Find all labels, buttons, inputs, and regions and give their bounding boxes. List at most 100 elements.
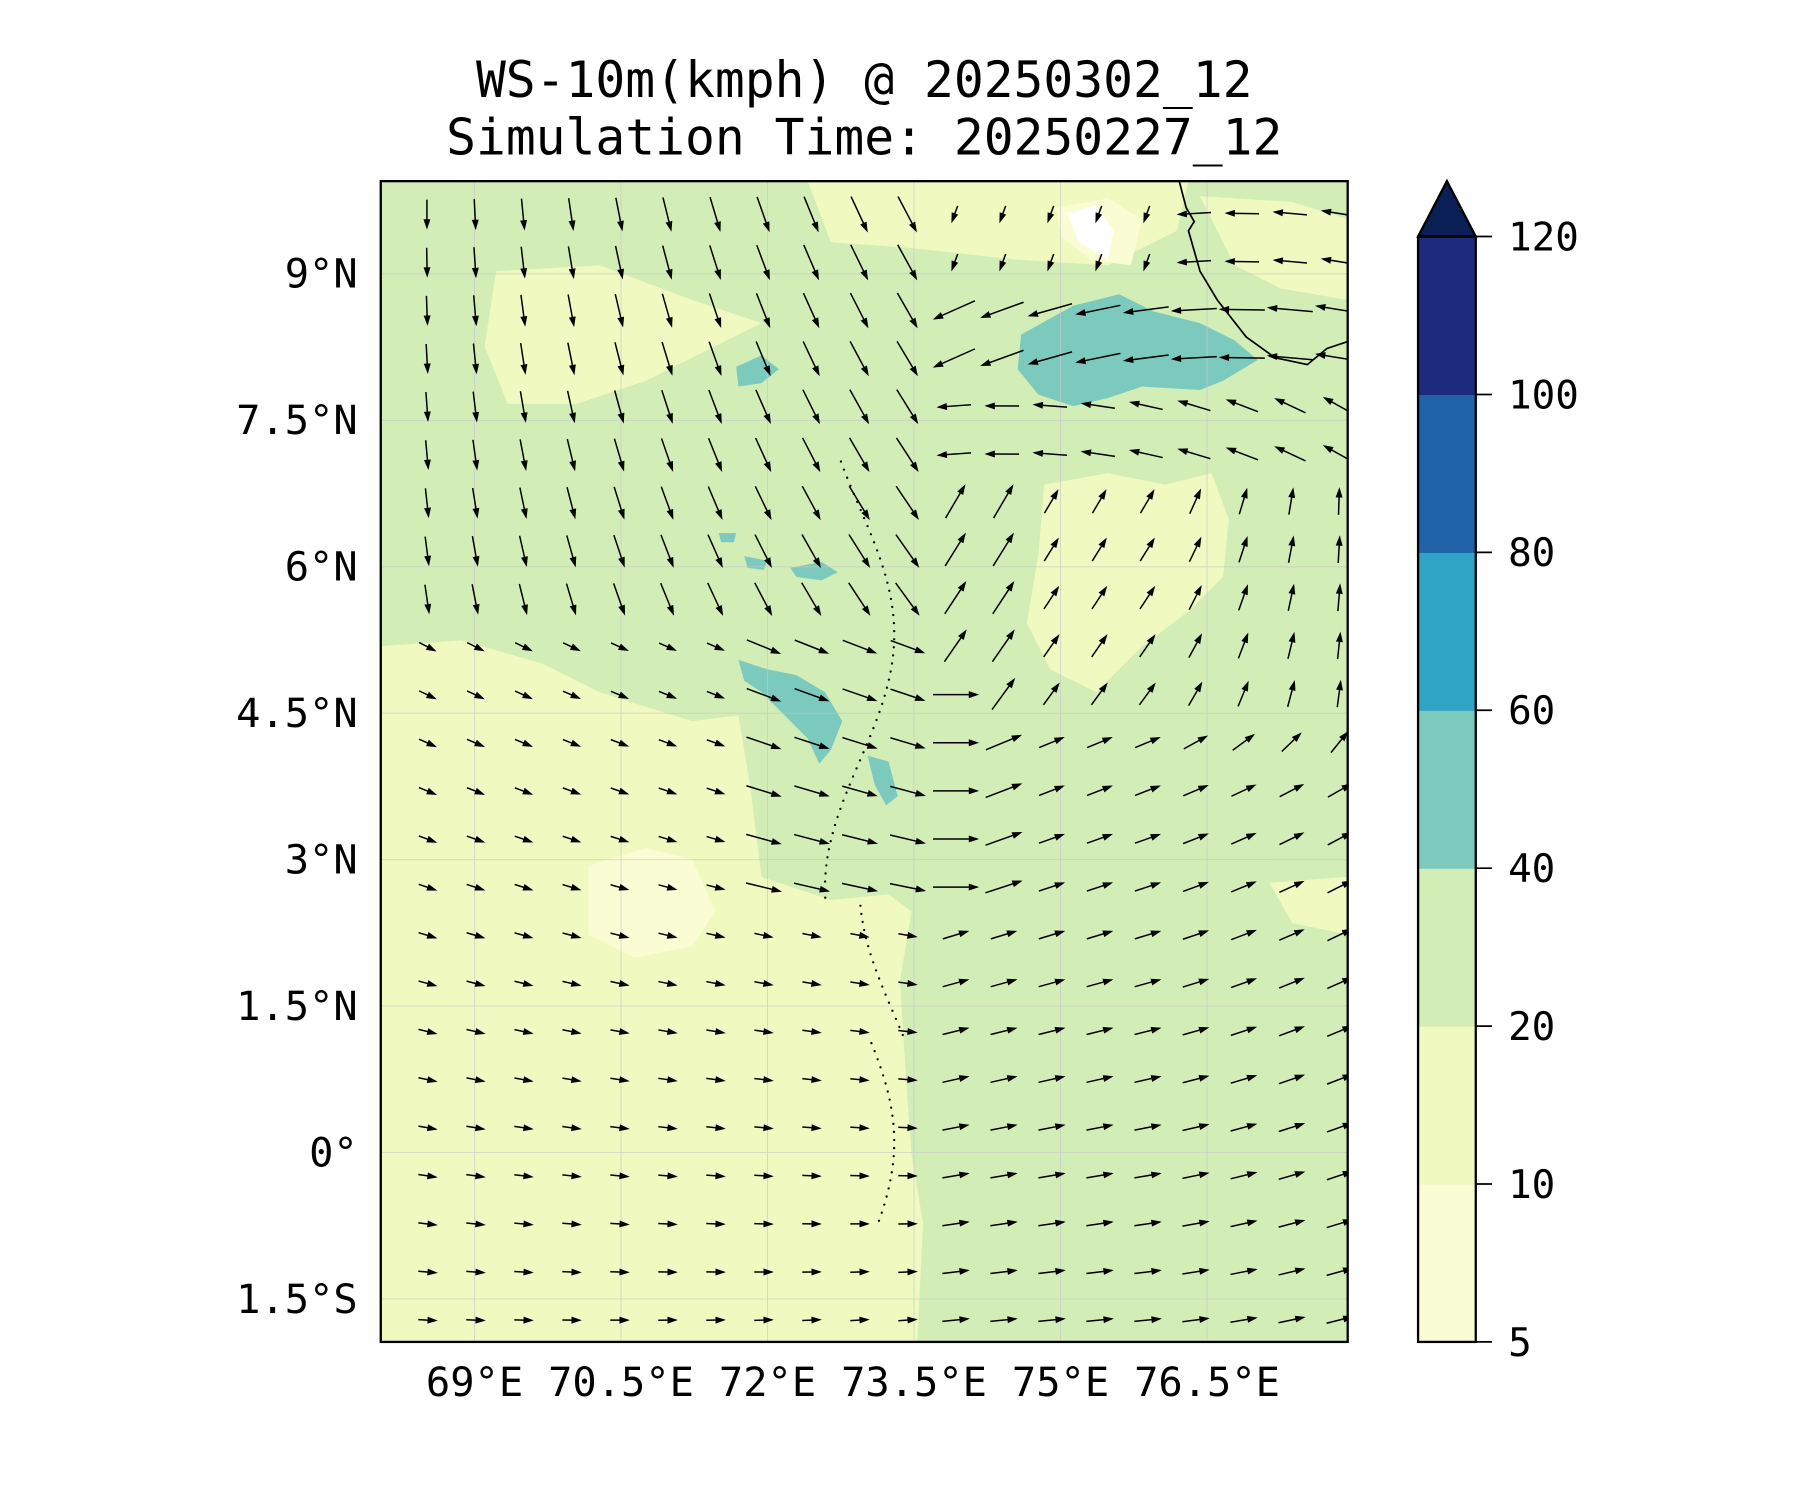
wind-arrow [841, 882, 879, 893]
wind-arrow [1182, 784, 1209, 797]
wind-arrow [466, 1316, 486, 1324]
wind-arrow [793, 882, 831, 893]
wind-arrow [706, 1220, 726, 1228]
atoll-dot [892, 621, 896, 625]
wind-arrow [850, 931, 870, 939]
wind-arrow [706, 883, 726, 891]
wind-arrow [562, 1028, 582, 1035]
wind-arrow [1134, 1268, 1162, 1275]
wind-arrow [1128, 400, 1163, 411]
wind-vectors [418, 196, 1348, 1324]
colorbar-label: 80 [1508, 531, 1555, 576]
wind-arrow [514, 883, 534, 891]
wind-arrow [1139, 537, 1155, 562]
wind-arrow [1080, 449, 1116, 458]
wind-arrow [514, 1316, 534, 1324]
atoll-dot [891, 605, 894, 609]
atoll-dot [892, 646, 895, 649]
wind-arrow [1086, 1171, 1114, 1179]
atoll-dot [876, 1058, 879, 1061]
wind-arrow [1279, 783, 1305, 798]
wind-arrow [898, 1316, 918, 1324]
wind-arrow [943, 629, 967, 663]
wind-arrow [1086, 1026, 1114, 1036]
wind-arrow [418, 690, 437, 700]
wind-arrow [802, 1316, 822, 1324]
atoll-dot [884, 993, 887, 996]
atoll-dot [881, 985, 884, 988]
wind-arrow [1278, 929, 1305, 941]
wind-arrow [1322, 445, 1348, 460]
y-tick-label: 6°N [285, 544, 358, 591]
wind-arrow [1230, 978, 1258, 989]
wind-arrow [471, 247, 479, 279]
wind-arrow [424, 536, 432, 567]
atoll-dot [855, 767, 858, 770]
x-tick-label: 76.5°E [1134, 1359, 1280, 1406]
atoll-dot [889, 670, 892, 673]
wind-arrow [1075, 304, 1121, 316]
wind-arrow [801, 534, 821, 569]
wind-arrow [755, 389, 771, 425]
wind-arrow [610, 1268, 630, 1276]
wind-arrow [1139, 585, 1156, 610]
wind-arrow [706, 1172, 726, 1180]
wind-arrow [562, 1268, 582, 1276]
wind-arrow [1237, 584, 1248, 611]
wind-arrow [466, 932, 486, 939]
wind-arrow [890, 688, 926, 701]
wind-arrow [418, 1076, 438, 1084]
wind-arrow [991, 629, 1015, 663]
wind-arrow [985, 783, 1023, 799]
wind-arrow [985, 734, 1023, 751]
wind-arrow [1086, 737, 1113, 749]
wind-arrow [466, 690, 485, 700]
wind-arrow [802, 1172, 822, 1180]
wind-arrow [889, 882, 927, 893]
wind-arrow [1038, 1171, 1066, 1179]
wind-arrow [613, 534, 625, 568]
x-tick-label: 69°E [426, 1359, 523, 1406]
wind-arrow [660, 438, 674, 472]
wind-arrow [1143, 205, 1151, 224]
wind-arrow [1287, 631, 1296, 660]
wind-arrow [754, 485, 772, 521]
wind-arrow [658, 883, 678, 891]
atoll-dot [824, 872, 827, 875]
colorbar-segment [1418, 236, 1476, 396]
wind-arrow [1182, 1267, 1210, 1275]
wind-arrow [562, 1076, 582, 1084]
wind-arrow [706, 787, 726, 795]
wind-arrow [1038, 1268, 1066, 1275]
wind-arrow [614, 293, 625, 328]
wind-arrow [898, 1268, 918, 1276]
wind-arrow [1134, 1219, 1162, 1227]
colorbar-label: 10 [1508, 1163, 1555, 1208]
wind-arrow [1182, 1316, 1210, 1323]
wind-arrow [1230, 1267, 1258, 1276]
wind-arrow [1134, 785, 1161, 797]
wind-arrow [936, 451, 972, 459]
contour-10-20-northwest [484, 265, 762, 404]
wind-arrow [566, 438, 577, 472]
wind-arrow [1134, 737, 1161, 749]
colorbar-label: 60 [1508, 689, 1555, 734]
wind-arrow [932, 787, 980, 795]
atoll-dot [869, 533, 873, 536]
wind-arrow [472, 343, 480, 375]
atoll-dot [859, 508, 862, 512]
wind-arrow [1086, 1123, 1114, 1131]
wind-arrow [1122, 354, 1169, 364]
wind-arrow [610, 1076, 630, 1084]
wind-arrow [1086, 930, 1114, 940]
wind-arrow [1278, 1315, 1306, 1324]
wind-arrow [754, 437, 772, 473]
wind-arrow [980, 349, 1024, 367]
atoll-dot [884, 1082, 887, 1085]
wind-arrow [1278, 1122, 1306, 1133]
wind-arrow [1086, 1268, 1114, 1275]
wind-arrow [1086, 978, 1114, 988]
wind-arrow [842, 639, 878, 654]
wind-arrow [890, 785, 926, 797]
wind-arrow [562, 1124, 582, 1132]
